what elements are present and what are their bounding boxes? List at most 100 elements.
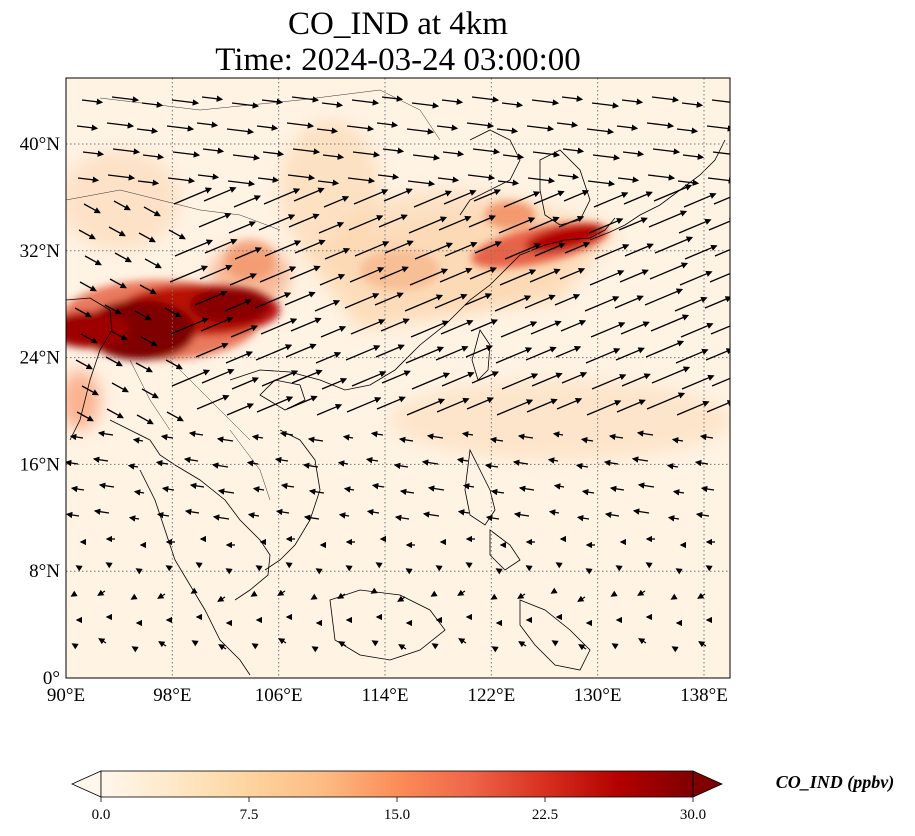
wind-arrow <box>528 216 560 231</box>
map-panel <box>65 77 731 679</box>
colorbar-extend-low <box>71 770 102 798</box>
wind-arrow <box>576 514 590 522</box>
wind-arrow <box>564 241 591 254</box>
wind-arrow <box>76 124 99 131</box>
wind-arrow <box>382 147 405 154</box>
wind-arrow <box>473 189 502 202</box>
longitude-axis: 90°E 98°E 106°E 114°E 122°E 130°E 138°E <box>47 685 728 706</box>
wind-arrow <box>111 382 129 393</box>
wind-arrow <box>436 397 470 413</box>
wind-arrow <box>225 351 254 364</box>
wind-arrow <box>104 304 122 315</box>
wind-arrow <box>233 195 262 208</box>
wind-arrow <box>378 214 408 228</box>
wind-arrow <box>585 568 593 575</box>
wind-arrow <box>674 296 708 312</box>
wind-arrow <box>678 218 712 234</box>
wind-arrow <box>619 269 649 283</box>
wind-arrow <box>337 592 346 599</box>
wind-arrow <box>588 218 624 234</box>
wind-arrow <box>441 371 475 387</box>
wind-vectors <box>66 95 730 653</box>
wind-arrow <box>250 590 258 597</box>
wind-arrow <box>552 431 564 438</box>
wind-arrow <box>172 151 201 158</box>
wind-arrow <box>167 177 196 184</box>
wind-arrow <box>132 437 144 444</box>
wind-arrow <box>165 565 173 572</box>
wind-arrow <box>406 398 446 416</box>
wind-arrow <box>490 488 505 496</box>
wind-arrow <box>74 307 92 318</box>
wind-arrow <box>293 187 325 202</box>
wind-arrow <box>671 646 679 653</box>
wind-arrow <box>467 174 496 181</box>
wind-arrow <box>624 243 654 257</box>
wind-arrow <box>107 174 136 181</box>
wind-arrow <box>471 371 500 384</box>
wind-arrow <box>144 258 162 269</box>
lat-tick-label: 16°N <box>20 454 61 475</box>
wind-arrow <box>136 414 154 425</box>
wind-arrow <box>133 489 145 496</box>
wind-arrow <box>316 127 339 134</box>
wind-arrow <box>584 296 620 312</box>
lat-tick-label: 24°N <box>20 348 61 369</box>
wind-arrow <box>560 319 587 332</box>
wind-arrow <box>711 377 730 387</box>
wind-arrow <box>347 177 376 184</box>
wind-arrow <box>708 218 730 231</box>
wind-arrow <box>465 562 473 569</box>
wind-arrow <box>70 485 85 493</box>
wind-arrow <box>562 147 585 154</box>
wind-arrow <box>383 188 413 202</box>
wind-arrow <box>525 565 533 572</box>
lat-tick-label: 0° <box>43 668 60 689</box>
wind-arrow <box>675 348 709 364</box>
wind-arrow <box>431 643 439 650</box>
wind-arrow <box>70 590 78 597</box>
wind-arrow <box>114 252 132 263</box>
wind-arrow <box>513 511 530 518</box>
wind-arrow <box>411 102 440 109</box>
wind-arrow <box>631 456 649 463</box>
wind-arrow <box>485 514 500 522</box>
wind-arrow <box>517 592 526 599</box>
wind-arrow <box>365 456 379 464</box>
wind-arrow <box>75 565 83 572</box>
wind-arrow <box>263 188 301 205</box>
wind-arrow <box>443 189 477 205</box>
lon-tick-label: 138°E <box>680 685 728 706</box>
wind-arrow <box>581 488 595 496</box>
wind-arrow <box>255 344 293 361</box>
wind-arrow <box>442 150 465 157</box>
wind-arrow <box>553 483 565 490</box>
wind-arrow <box>136 127 159 134</box>
wind-arrow <box>623 191 653 205</box>
wind-arrow <box>204 238 238 254</box>
wind-arrow <box>651 366 691 384</box>
wind-arrow <box>440 319 474 335</box>
wind-arrow <box>374 292 404 306</box>
wind-arrow <box>529 268 561 283</box>
colorbar-ticks: 0.0 7.5 15.0 22.5 30.0 <box>92 797 706 823</box>
wind-arrow <box>499 269 537 286</box>
wind-arrow <box>352 151 381 158</box>
wind-arrow <box>195 562 203 569</box>
wind-arrow <box>255 565 263 572</box>
wind-arrow <box>66 511 80 519</box>
wind-arrow <box>615 565 623 572</box>
chart-title-line2: Time: 2024-03-24 03:00:00 <box>215 42 580 78</box>
wind-arrow <box>289 265 321 280</box>
wind-arrow <box>404 294 444 312</box>
wind-arrow <box>501 101 524 108</box>
wind-arrow <box>201 95 224 102</box>
wind-arrow <box>501 373 539 390</box>
wind-arrow <box>555 562 563 569</box>
wind-arrow <box>218 644 227 651</box>
wind-arrow <box>66 459 79 467</box>
colorbar-tick-label: 7.5 <box>240 807 259 823</box>
wind-arrow <box>69 433 84 441</box>
wind-arrow <box>457 509 470 516</box>
wind-arrow <box>439 267 473 283</box>
